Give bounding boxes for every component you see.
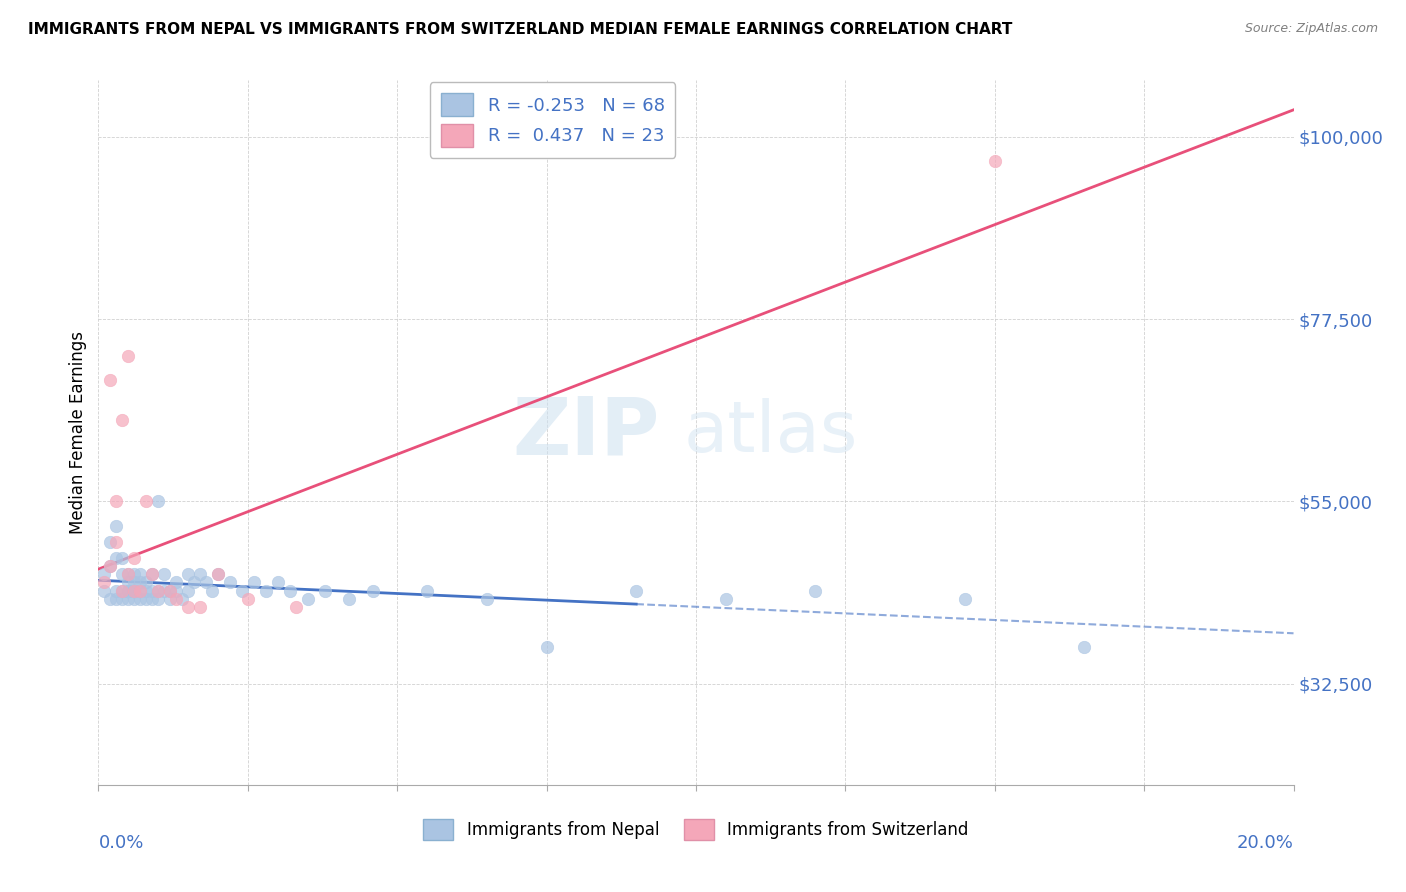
Point <box>98 559 122 574</box>
Point <box>135 583 157 598</box>
Y-axis label: Median Female Earnings: Median Female Earnings <box>69 331 87 534</box>
Point <box>267 575 290 590</box>
Point <box>98 559 122 574</box>
Point <box>105 583 128 598</box>
Text: IMMIGRANTS FROM NEPAL VS IMMIGRANTS FROM SWITZERLAND MEDIAN FEMALE EARNINGS CORR: IMMIGRANTS FROM NEPAL VS IMMIGRANTS FROM… <box>28 22 1012 37</box>
Point <box>124 583 146 598</box>
Point <box>135 575 157 590</box>
Point <box>129 575 152 590</box>
Point <box>315 583 337 598</box>
Point <box>159 583 181 598</box>
Point <box>984 154 1007 169</box>
Text: atlas: atlas <box>685 398 859 467</box>
Point <box>135 591 157 606</box>
Point <box>129 583 152 598</box>
Point <box>111 583 134 598</box>
Point <box>201 583 224 598</box>
Point <box>111 551 134 566</box>
Point <box>626 583 648 598</box>
Point <box>188 567 211 582</box>
Point <box>105 518 128 533</box>
Point <box>111 413 134 427</box>
Point <box>117 567 139 582</box>
Point <box>207 567 229 582</box>
Point <box>165 575 187 590</box>
Point <box>124 583 146 598</box>
Point <box>195 575 218 590</box>
Point <box>141 583 163 598</box>
Point <box>105 494 128 508</box>
Point <box>117 583 139 598</box>
Point <box>148 583 170 598</box>
Point <box>714 591 737 606</box>
Text: ZIP: ZIP <box>513 393 661 472</box>
Point <box>105 535 128 549</box>
Point <box>536 640 558 655</box>
Point <box>124 551 146 566</box>
Point <box>105 591 128 606</box>
Point <box>177 583 200 598</box>
Point <box>339 591 361 606</box>
Point <box>953 591 976 606</box>
Point <box>475 591 498 606</box>
Point <box>111 583 134 598</box>
Point <box>416 583 439 598</box>
Point <box>111 591 134 606</box>
Point <box>111 567 134 582</box>
Point <box>231 583 253 598</box>
Point <box>207 567 229 582</box>
Point <box>148 591 170 606</box>
Point <box>129 591 152 606</box>
Point <box>165 583 187 598</box>
Point <box>254 583 277 598</box>
Point <box>105 551 128 566</box>
Point <box>148 494 170 508</box>
Legend: Immigrants from Nepal, Immigrants from Switzerland: Immigrants from Nepal, Immigrants from S… <box>416 813 976 847</box>
Point <box>98 535 122 549</box>
Point <box>236 591 259 606</box>
Point <box>117 583 139 598</box>
Point <box>159 591 181 606</box>
Point <box>93 583 115 598</box>
Point <box>141 567 163 582</box>
Point <box>165 591 187 606</box>
Point <box>804 583 827 598</box>
Point <box>363 583 385 598</box>
Point <box>148 583 170 598</box>
Point <box>117 575 139 590</box>
Point <box>278 583 301 598</box>
Point <box>188 599 211 614</box>
Point <box>141 567 163 582</box>
Text: Source: ZipAtlas.com: Source: ZipAtlas.com <box>1244 22 1378 36</box>
Point <box>1073 640 1095 655</box>
Point <box>284 599 307 614</box>
Point <box>135 494 157 508</box>
Point <box>153 567 176 582</box>
Point <box>183 575 205 590</box>
Point <box>98 591 122 606</box>
Point <box>177 599 200 614</box>
Point <box>219 575 242 590</box>
Point <box>297 591 319 606</box>
Point <box>117 349 139 363</box>
Point <box>124 591 146 606</box>
Point <box>98 373 122 387</box>
Text: 0.0%: 0.0% <box>98 834 143 852</box>
Point <box>172 591 194 606</box>
Point <box>141 591 163 606</box>
Point <box>124 583 146 598</box>
Point <box>177 567 200 582</box>
Point <box>129 583 152 598</box>
Point <box>117 591 139 606</box>
Text: 20.0%: 20.0% <box>1237 834 1294 852</box>
Point <box>159 583 181 598</box>
Point <box>153 583 176 598</box>
Point <box>93 567 115 582</box>
Point <box>243 575 266 590</box>
Point <box>129 567 152 582</box>
Point <box>117 567 139 582</box>
Point <box>124 575 146 590</box>
Point <box>93 575 115 590</box>
Point <box>124 567 146 582</box>
